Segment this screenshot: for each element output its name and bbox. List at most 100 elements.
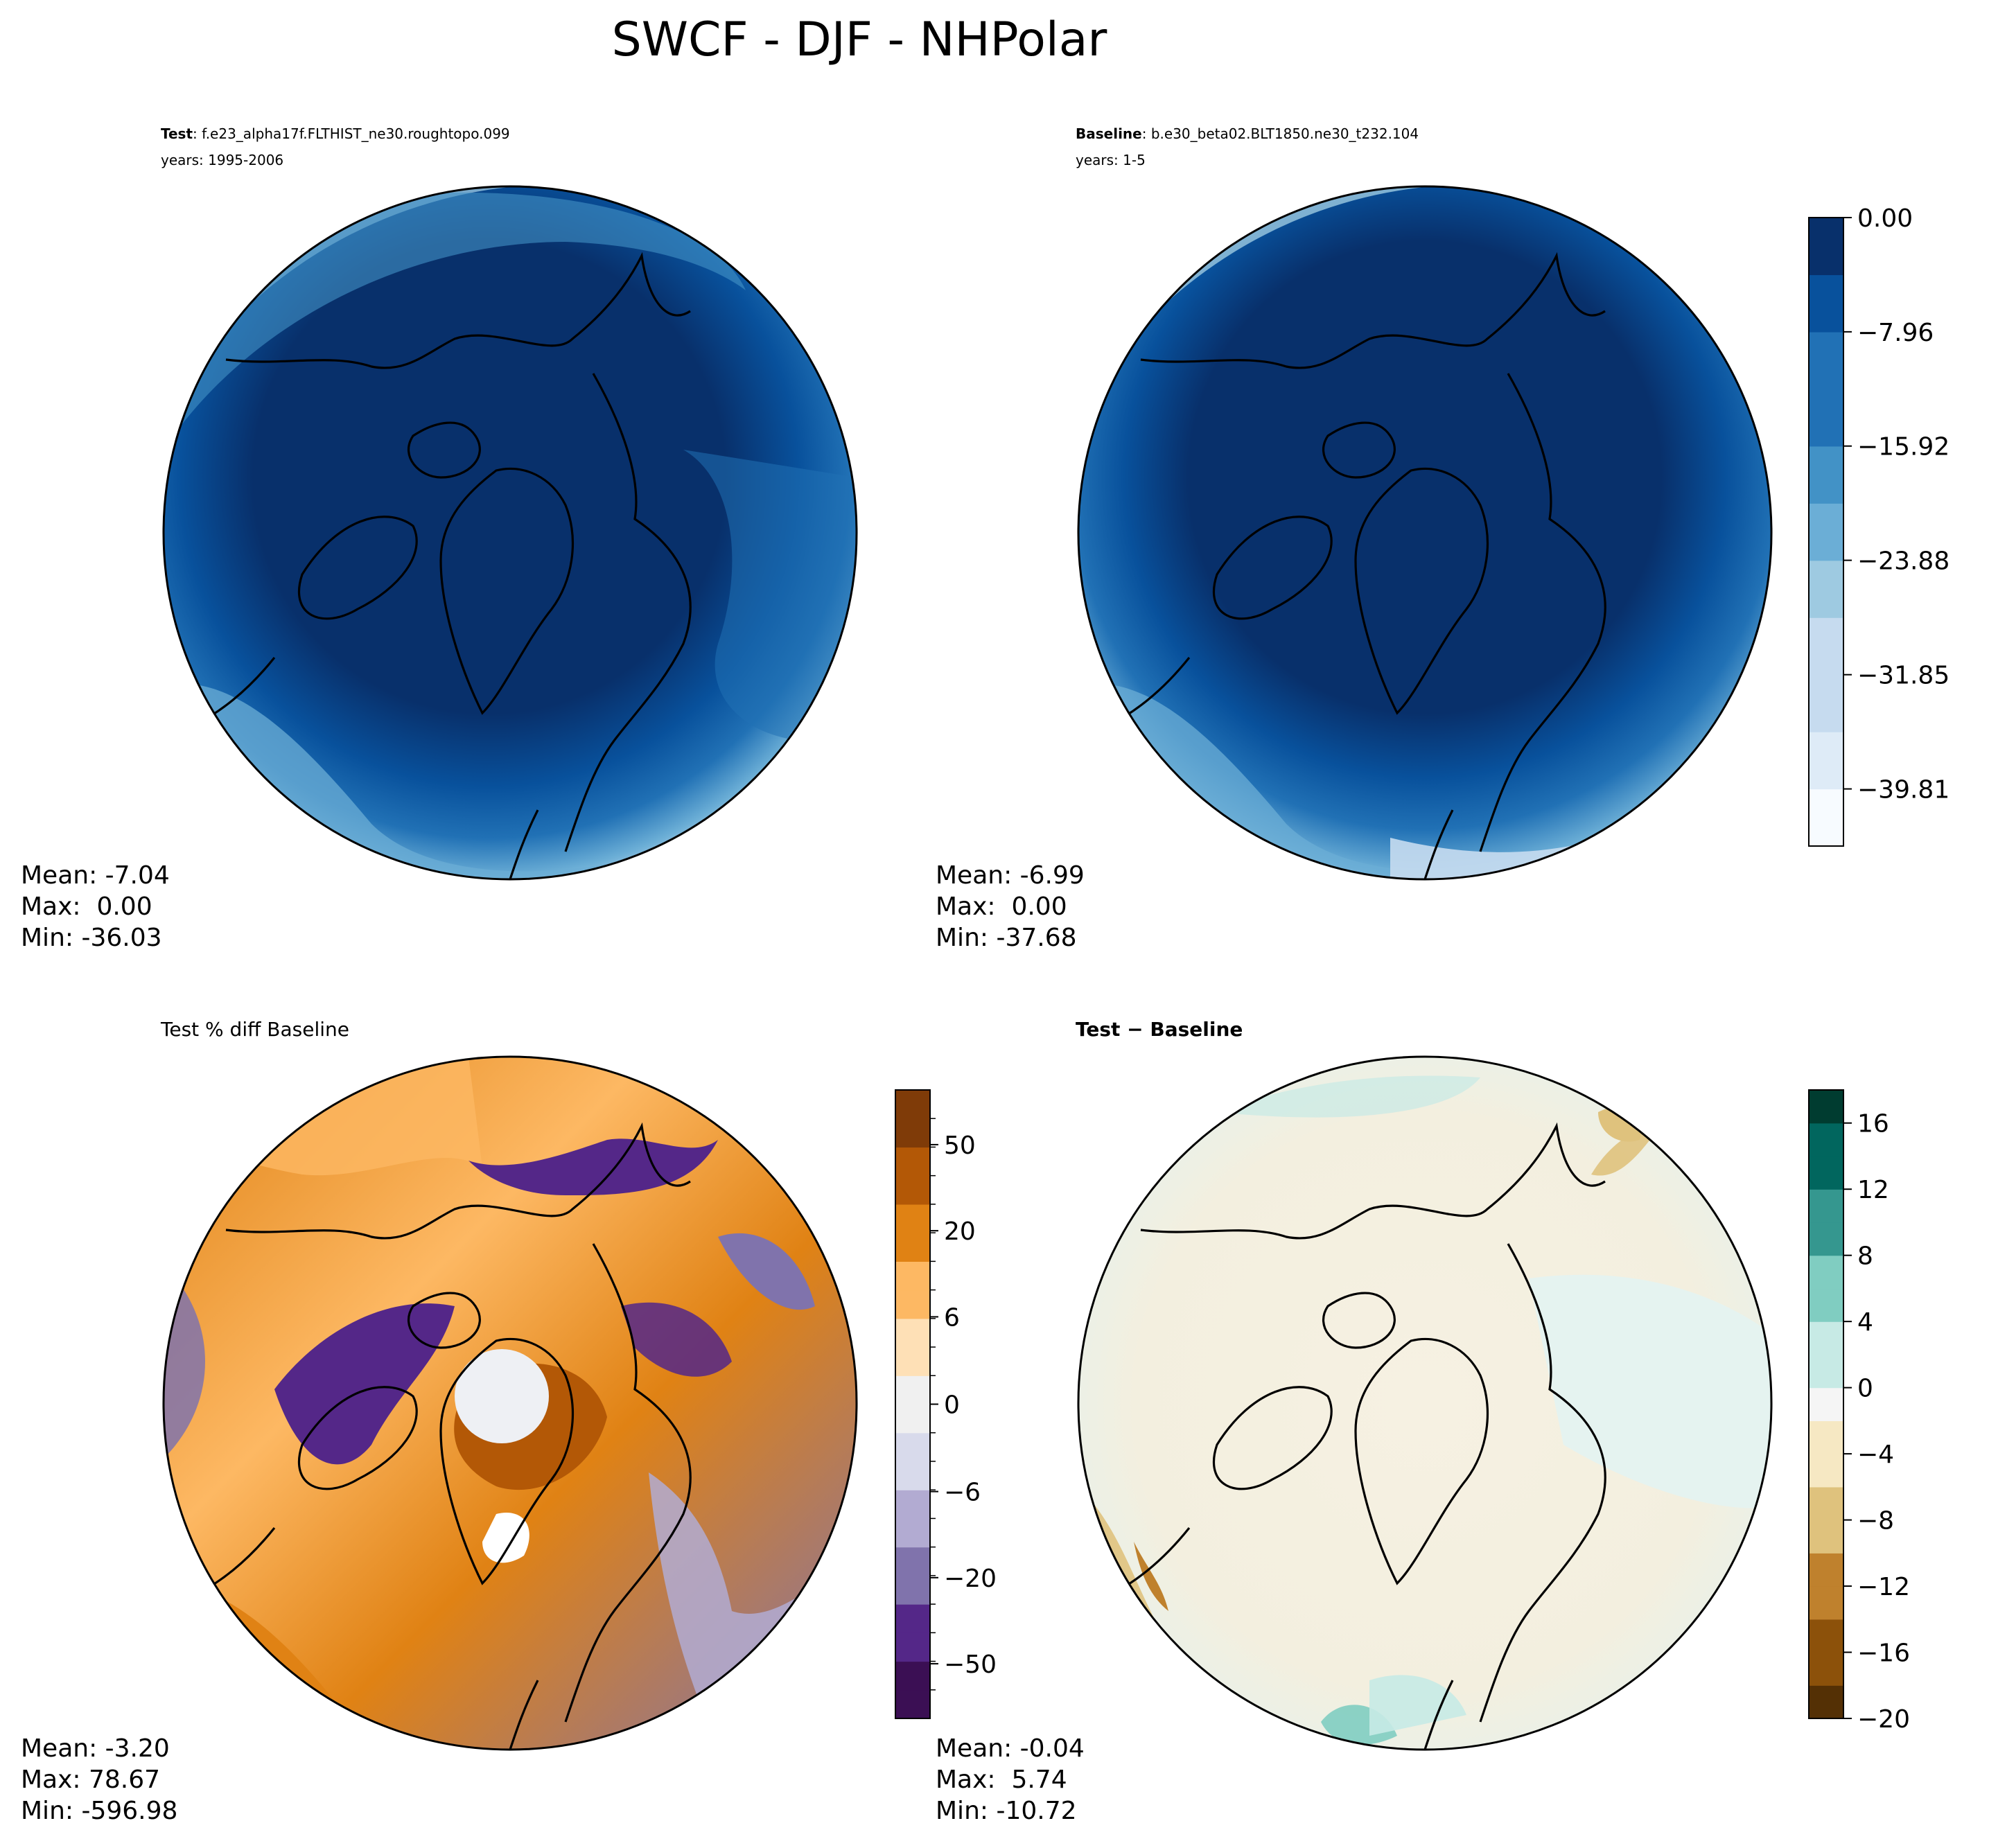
blues-colorbar-frame <box>1808 217 1844 847</box>
baseline-stat-min: Min: -37.68 <box>936 924 1077 952</box>
brbg-colorbar-band <box>1809 1586 1843 1620</box>
brbg-colorbar-band <box>1809 1255 1843 1290</box>
baseline-map <box>1077 185 1773 881</box>
puor-colorbar-band <box>895 1689 930 1719</box>
brbg-colorbar-tick-label: 4 <box>1857 1308 1873 1337</box>
pct-diff-stat-mean: Mean: -3.20 <box>21 1734 170 1763</box>
diff-title: Test − Baseline <box>1076 1018 1243 1041</box>
panel-baseline: Baseline: b.e30_beta02.BLT1850.ne30_t232… <box>936 125 1949 952</box>
blues-colorbar-band <box>1809 331 1843 389</box>
blues-colorbar-band <box>1809 732 1843 790</box>
brbg-colorbar-tick-label: −16 <box>1857 1639 1910 1668</box>
test-years: years: 1995-2006 <box>161 152 283 168</box>
puor-colorbar-tick-label: −20 <box>944 1565 997 1593</box>
puor-colorbar-band <box>895 1290 930 1319</box>
puor-colorbar-band <box>895 1261 930 1291</box>
diff-map-boundary <box>1077 1055 1773 1751</box>
blues-colorbar-band <box>1809 274 1843 333</box>
brbg-colorbar-band <box>1809 1685 1843 1719</box>
puor-colorbar-band <box>895 1604 930 1633</box>
brbg-colorbar-band <box>1809 1553 1843 1587</box>
baseline-years: years: 1-5 <box>1076 152 1146 168</box>
puor-colorbar-band <box>895 1633 930 1662</box>
puor-colorbar-band <box>895 1547 930 1576</box>
baseline-label: Baseline <box>1076 125 1142 142</box>
diff-map <box>1077 1055 1773 1751</box>
puor-colorbar-band <box>895 1118 930 1148</box>
diff-stat-min: Min: -10.72 <box>936 1797 1077 1825</box>
panel-pct-diff: Test % diff Baseline <box>21 1018 997 1825</box>
puor-colorbar-band <box>895 1404 930 1434</box>
baseline-colorbar: 0.00 −7.96 −15.92 −23.88 −31.85 −39.81 <box>1808 204 1949 847</box>
puor-colorbar-tick-label: 20 <box>944 1217 976 1246</box>
blues-colorbar-band <box>1809 617 1843 676</box>
puor-colorbar-band <box>895 1147 930 1177</box>
brbg-colorbar-band <box>1809 1387 1843 1421</box>
brbg-colorbar-band <box>1809 1520 1843 1554</box>
baseline-case-name: : b.e30_beta02.BLT1850.ne30_t232.104 <box>1142 125 1419 142</box>
puor-colorbar-band <box>895 1490 930 1520</box>
pct-diff-map-boundary <box>162 1055 858 1751</box>
diff-colorbar: 16 12 8 4 0 −4 −8 −12 −16 −20 <box>1808 1089 1910 1734</box>
puor-colorbar-band <box>895 1375 930 1405</box>
diff-stats: Mean: -0.04 Max: 5.74 Min: -10.72 <box>936 1734 1085 1825</box>
puor-colorbar-band <box>895 1318 930 1348</box>
puor-colorbar-band <box>895 1661 930 1691</box>
baseline-stat-max: Max: 0.00 <box>936 892 1067 921</box>
pct-diff-title: Test % diff Baseline <box>160 1018 349 1041</box>
blues-colorbar-band <box>1809 389 1843 447</box>
test-stats: Mean: -7.04 Max: 0.00 Min: -36.03 <box>21 861 170 952</box>
panel-test: Test: f.e23_alpha17f.FLTHIST_ne30.rought… <box>21 125 858 952</box>
brbg-colorbar-band <box>1809 1321 1843 1355</box>
pct-diff-stat-max: Max: 78.67 <box>21 1766 160 1794</box>
brbg-colorbar-band <box>1809 1156 1843 1190</box>
test-label: Test <box>161 125 193 142</box>
brbg-colorbar-band <box>1809 1619 1843 1653</box>
brbg-colorbar-band <box>1809 1189 1843 1223</box>
puor-colorbar-band <box>895 1204 930 1233</box>
puor-colorbar-band <box>895 1090 930 1119</box>
panel-diff: Test − Baseline <box>936 1018 1910 1825</box>
brbg-colorbar-band <box>1809 1454 1843 1488</box>
brbg-colorbar-tick-label: −20 <box>1857 1705 1910 1734</box>
test-stat-mean: Mean: -7.04 <box>21 861 170 890</box>
blues-colorbar-tick-label: −31.85 <box>1857 662 1949 690</box>
pct-diff-stat-min: Min: -596.98 <box>21 1797 177 1825</box>
test-coastlines <box>191 212 837 879</box>
puor-colorbar-tick-label: 6 <box>944 1303 960 1332</box>
brbg-colorbar-band <box>1809 1123 1843 1157</box>
brbg-colorbar-band <box>1809 1652 1843 1686</box>
diff-stat-mean: Mean: -0.04 <box>936 1734 1085 1763</box>
brbg-colorbar-band <box>1809 1222 1843 1256</box>
brbg-colorbar-tick-label: 16 <box>1857 1110 1889 1138</box>
puor-colorbar-band <box>895 1347 930 1376</box>
brbg-colorbar-tick-label: 8 <box>1857 1242 1873 1271</box>
puor-colorbar-band <box>895 1233 930 1262</box>
blues-colorbar-tick-label: 0.00 <box>1857 204 1913 233</box>
blues-colorbar-band <box>1809 560 1843 618</box>
pct-diff-stats: Mean: -3.20 Max: 78.67 Min: -596.98 <box>21 1734 177 1825</box>
blues-colorbar-tick-label: −39.81 <box>1857 776 1949 804</box>
baseline-stat-mean: Mean: -6.99 <box>936 861 1085 890</box>
test-stat-min: Min: -36.03 <box>21 924 162 952</box>
brbg-colorbar-tick-label: −8 <box>1857 1507 1894 1535</box>
puor-colorbar-tick-label: 0 <box>944 1391 960 1420</box>
test-map <box>162 185 858 881</box>
blues-colorbar-band <box>1809 218 1843 276</box>
puor-colorbar-band <box>895 1575 930 1605</box>
puor-colorbar-band <box>895 1175 930 1205</box>
puor-colorbar-band <box>895 1432 930 1462</box>
brbg-colorbar-band <box>1809 1090 1843 1124</box>
puor-colorbar-band <box>895 1461 930 1490</box>
pct-diff-colorbar: 50 20 6 0 −6 −20 −50 <box>895 1089 997 1719</box>
puor-colorbar-tick-label: 50 <box>944 1132 976 1160</box>
puor-colorbar-band <box>895 1518 930 1548</box>
svg-text:Baseline: b.e30_beta02.BLT1850: Baseline: b.e30_beta02.BLT1850.ne30_t232… <box>1076 125 1419 142</box>
blues-colorbar-band <box>1809 503 1843 561</box>
brbg-colorbar-tick-label: −4 <box>1857 1441 1894 1469</box>
brbg-colorbar-tick-label: −12 <box>1857 1573 1910 1601</box>
puor-colorbar-tick-label: −50 <box>944 1651 997 1679</box>
brbg-colorbar-band <box>1809 1420 1843 1454</box>
blues-colorbar-tick-label: −15.92 <box>1857 433 1949 461</box>
